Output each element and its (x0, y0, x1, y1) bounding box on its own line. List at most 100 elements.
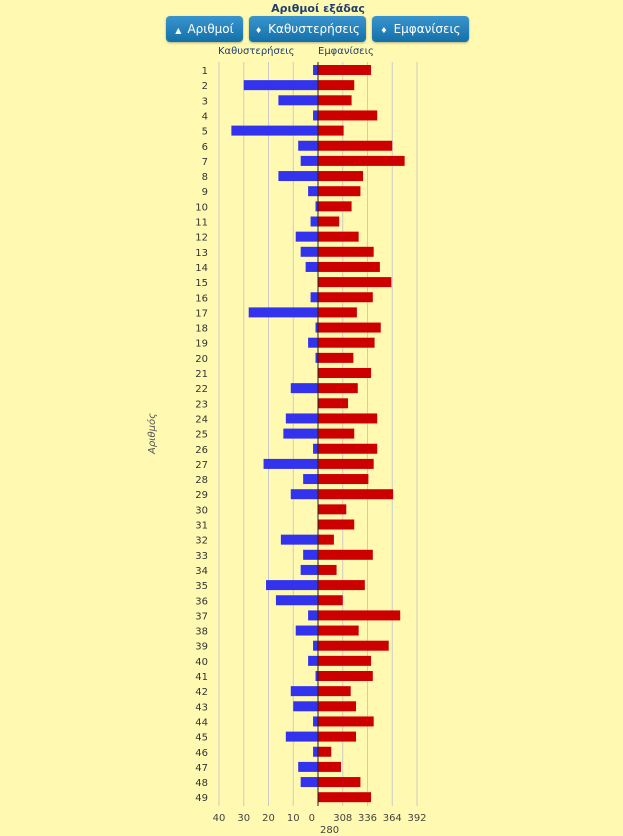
appearance-bar (318, 231, 359, 242)
category-label: 26 (195, 445, 208, 456)
delay-bar (313, 746, 318, 757)
appearance-bar (318, 368, 372, 378)
delay-bar (313, 640, 318, 651)
category-label: 19 (195, 339, 208, 350)
appearance-bar (318, 610, 401, 621)
delay-bar (295, 231, 318, 242)
delay-bar (308, 337, 318, 348)
x-tick-label-left: 10 (287, 813, 300, 824)
delay-bar (285, 413, 318, 424)
sort-appearances-button[interactable]: ♦ Εμφανίσεις (372, 16, 469, 42)
delay-bar (290, 686, 318, 697)
category-label: 38 (195, 627, 208, 638)
category-label: 47 (195, 763, 208, 774)
delay-bar (290, 489, 318, 500)
category-label: 8 (202, 172, 208, 183)
appearance-bar (318, 686, 351, 697)
category-label: 16 (195, 293, 208, 304)
appearance-bar (318, 640, 389, 651)
appearance-bar (318, 110, 378, 121)
delay-bar (310, 292, 318, 303)
appearance-bar (318, 383, 358, 394)
appearance-bar (318, 595, 343, 606)
category-label: 7 (202, 157, 208, 168)
sort-icon: ♦ (380, 26, 388, 35)
appearance-bar (318, 80, 355, 91)
appearance-bar (318, 277, 392, 288)
delay-bar (313, 443, 318, 454)
category-label: 10 (195, 202, 208, 213)
appearance-bar (318, 292, 373, 303)
category-label: 9 (202, 187, 208, 198)
delay-bar (263, 458, 318, 469)
appearance-bar (318, 65, 372, 75)
appearance-bar (318, 458, 374, 469)
delay-bar (305, 261, 318, 272)
category-label: 40 (195, 657, 208, 668)
appearance-bar (318, 716, 374, 727)
button-label: Εμφανίσεις (393, 22, 461, 36)
delay-bar (275, 595, 318, 606)
category-label: 33 (195, 551, 208, 562)
appearance-bar (318, 337, 375, 348)
category-label: 18 (195, 324, 208, 335)
x-tick-label-left: 20 (262, 813, 275, 824)
delay-bar (278, 171, 318, 182)
delay-bar (280, 534, 318, 545)
appearance-bar (318, 761, 341, 772)
chart-title: Αριθμοί εξάδας (271, 2, 365, 15)
appearance-bar (318, 428, 355, 439)
category-label: 36 (195, 596, 208, 607)
category-label: 13 (195, 248, 208, 259)
appearance-bar (318, 140, 393, 151)
delay-bar (313, 65, 318, 75)
appearance-bar (318, 625, 359, 636)
delay-bar (293, 701, 318, 712)
x-tick-label-left: 40 (213, 813, 226, 824)
right-series-label: Εμφανίσεις (318, 46, 374, 57)
delay-bar (290, 383, 318, 394)
appearance-bar (318, 216, 340, 227)
delay-bar (303, 474, 318, 485)
category-label: 41 (195, 672, 208, 683)
category-label: 17 (195, 308, 208, 319)
delay-bar (300, 777, 318, 788)
category-label: 15 (195, 278, 208, 289)
category-label: 29 (195, 490, 208, 501)
category-label: 43 (195, 702, 208, 713)
appearance-bar (318, 549, 373, 560)
delay-bar (300, 246, 318, 257)
category-label: 24 (195, 414, 208, 425)
appearance-bar (318, 474, 369, 485)
category-label: 28 (195, 475, 208, 486)
delay-bar (315, 671, 318, 681)
delay-bar (248, 307, 318, 318)
category-label: 27 (195, 460, 208, 471)
appearance-bar (318, 155, 405, 166)
category-label: 35 (195, 581, 208, 592)
appearance-bar (318, 504, 347, 515)
appearance-bar (318, 655, 372, 666)
category-label: 21 (195, 369, 208, 380)
category-label: 39 (195, 642, 208, 653)
delay-bar (266, 580, 318, 591)
delay-bar (310, 216, 318, 227)
delay-bar (298, 761, 318, 772)
delay-bar (278, 95, 318, 106)
category-label: 30 (195, 505, 208, 516)
sort-numbers-button[interactable]: ▲ Αριθμοί (166, 16, 243, 42)
x-tick-label-right: 392 (407, 813, 426, 824)
category-label: 14 (195, 263, 208, 274)
appearance-bar (318, 777, 361, 788)
delay-bar (243, 80, 318, 91)
appearance-bar (318, 564, 337, 575)
appearance-bar (318, 413, 378, 424)
appearance-bar (318, 201, 352, 212)
sort-icon: ♦ (255, 26, 263, 35)
appearance-bar (318, 171, 364, 182)
delay-bar (308, 186, 318, 197)
appearance-bar (318, 443, 378, 454)
category-label: 22 (195, 384, 208, 395)
sort-delays-button[interactable]: ♦ Καθυστερήσεις (249, 16, 366, 42)
